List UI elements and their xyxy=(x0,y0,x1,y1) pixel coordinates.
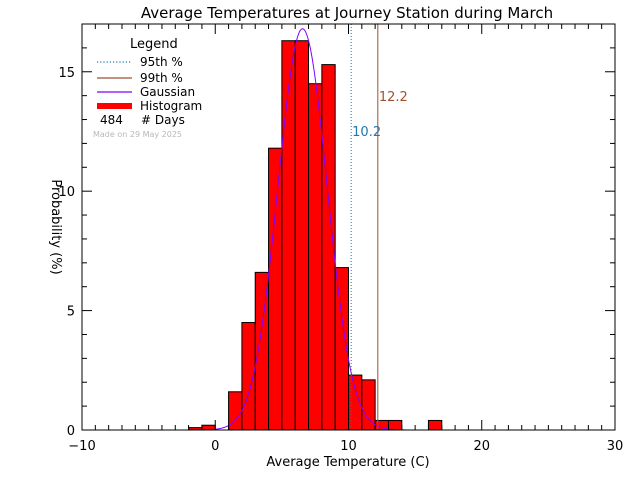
histogram-bar xyxy=(294,40,310,431)
y-tick-label: 0 xyxy=(67,424,75,439)
histogram-bar xyxy=(361,379,376,431)
legend-title: Legend xyxy=(130,37,178,52)
percentile-lines: 10.2 12.2 xyxy=(350,24,408,430)
x-tick-label: 10 xyxy=(340,439,357,454)
histogram-bar xyxy=(387,419,403,431)
legend: Legend 95th % 99th % Gaussian Histogram … xyxy=(93,37,202,139)
legend-label-99th: 99th % xyxy=(140,71,183,85)
x-tick-label: −10 xyxy=(68,439,95,454)
histogram-bar xyxy=(268,147,283,431)
y-tick-label: 15 xyxy=(58,66,75,81)
legend-swatch-histogram xyxy=(97,103,132,109)
made-on-note: Made on 29 May 2025 xyxy=(93,130,182,139)
chart-title: Average Temperatures at Journey Station … xyxy=(141,4,553,22)
legend-days-count: 484 xyxy=(100,113,123,127)
y-axis-label: Probability (%) xyxy=(48,179,63,274)
legend-days-label: # Days xyxy=(141,113,185,127)
histogram-bars xyxy=(188,40,443,431)
legend-label-gaussian: Gaussian xyxy=(140,85,195,99)
percentile-label: 10.2 xyxy=(352,125,381,140)
legend-label-95th: 95th % xyxy=(140,55,183,69)
histogram-bar xyxy=(281,40,296,431)
histogram-bar xyxy=(427,419,443,431)
x-axis-label: Average Temperature (C) xyxy=(266,455,429,470)
legend-label-histogram: Histogram xyxy=(140,99,202,113)
x-tick-label: 30 xyxy=(607,439,624,454)
axis-ticks xyxy=(81,23,616,431)
x-tick-label: 20 xyxy=(473,439,490,454)
y-tick-labels: 0 5 10 15 xyxy=(58,66,75,439)
x-tick-labels: −10 0 10 20 30 xyxy=(68,439,623,454)
y-tick-label: 5 xyxy=(67,305,75,320)
percentile-label: 12.2 xyxy=(379,90,408,105)
y-tick-label: 10 xyxy=(58,185,75,200)
histogram-bar xyxy=(308,83,323,431)
histogram-bar xyxy=(254,271,270,431)
x-tick-label: 0 xyxy=(211,439,219,454)
